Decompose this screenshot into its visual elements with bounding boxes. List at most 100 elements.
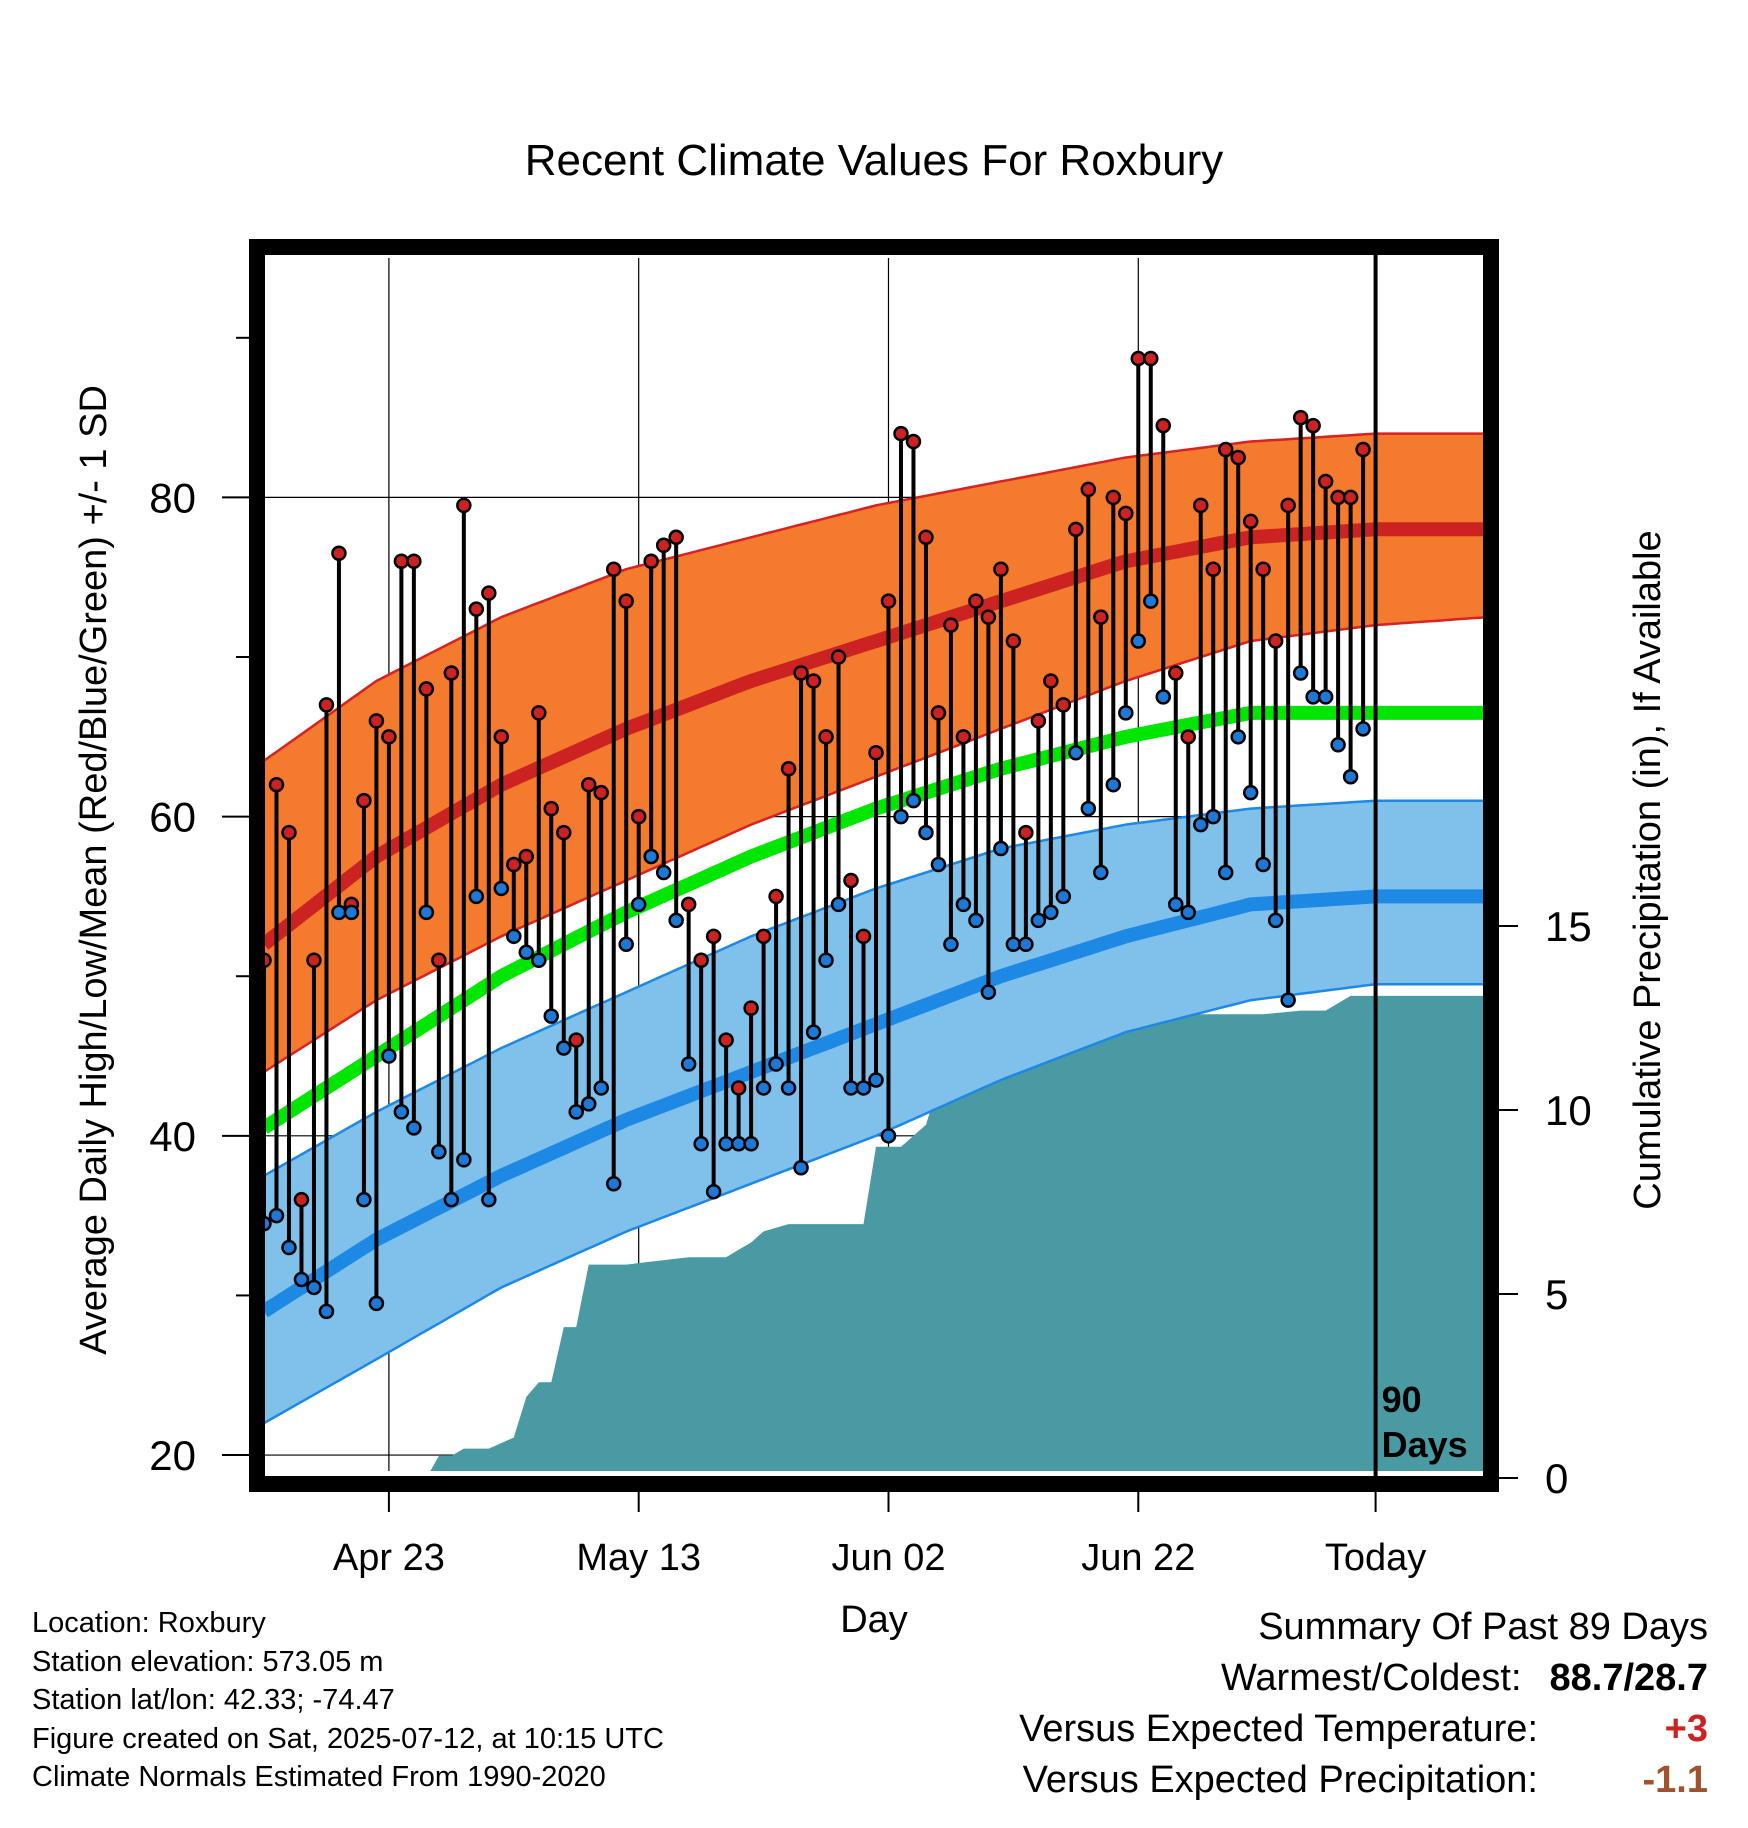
daily-high-point (393, 553, 410, 569)
day-entry (368, 713, 385, 1312)
daily-low-point (1080, 800, 1097, 817)
day-entry (281, 824, 297, 1256)
day-entry (1280, 497, 1296, 1008)
day-entry (1155, 417, 1172, 705)
daily-low-point (1130, 633, 1147, 649)
daily-high-point (893, 425, 909, 442)
daily-low-point (780, 1080, 797, 1096)
day-entry (680, 896, 697, 1072)
day-entry (293, 1191, 310, 1288)
temp-label: Versus Expected Temperature: (1019, 1708, 1538, 1750)
low-sd-band (264, 800, 1488, 1424)
daily-low-point (705, 1183, 722, 1200)
day-entry (655, 537, 672, 881)
day-entry (1230, 449, 1246, 745)
daily-values (256, 350, 1371, 1320)
latlon-text: Station lat/lon: 42.33; -74.47 (32, 1684, 395, 1716)
daily-low-point (1093, 864, 1109, 881)
daily-high-point (1330, 489, 1346, 506)
day-entry (306, 952, 322, 1296)
daily-low-point (1055, 888, 1072, 905)
day-entry (743, 1000, 759, 1152)
daily-low-point (693, 1136, 709, 1152)
precip-label: Versus Expected Precipitation: (1022, 1759, 1538, 1801)
daily-high-point (556, 824, 572, 841)
day-entry (1342, 489, 1359, 785)
daily-low-point (943, 936, 959, 953)
daily-low-point (605, 1175, 622, 1192)
daily-low-point (805, 1024, 822, 1040)
daily-high-point (730, 1080, 747, 1096)
daily-high-point (718, 1032, 734, 1048)
y-tick-label: 80 (149, 474, 196, 521)
y2-tick-label: 0 (1545, 1455, 1568, 1502)
day-entry (443, 665, 460, 1208)
daily-high-point (1093, 609, 1109, 625)
daily-low-point (418, 904, 435, 921)
x-tick-label: Jun 02 (831, 1537, 945, 1579)
day-entry (818, 729, 834, 969)
day-entry (506, 856, 522, 945)
daily-low-point (1242, 784, 1259, 801)
high-upper-line (264, 432, 1488, 762)
day-entry (1267, 633, 1284, 929)
x-tick-label: Today (1325, 1537, 1426, 1579)
daily-high-point (531, 705, 547, 721)
daily-low-point (1230, 729, 1246, 745)
daily-low-point (918, 824, 934, 841)
location-text: Location: Roxbury (32, 1607, 266, 1639)
y2-axis-label: Cumulative Precipitation (in), If Availa… (1627, 530, 1669, 1209)
daily-low-point (1118, 705, 1134, 721)
daily-high-point (1230, 449, 1246, 466)
x-axis: Apr 23 May 13 Jun 02 Jun 22 Today (333, 1492, 1426, 1579)
today-marker-label: 90 Days (1382, 1379, 1468, 1465)
daily-high-point (743, 1000, 759, 1016)
daily-low-point (393, 1104, 410, 1120)
day-entry (1168, 665, 1184, 913)
daily-low-point (630, 896, 647, 913)
day-entry (643, 553, 659, 865)
day-entry (1205, 561, 1221, 825)
daily-low-point (1143, 593, 1159, 609)
daily-low-point (1105, 776, 1122, 793)
daily-high-point (968, 593, 984, 609)
daily-low-point (768, 1056, 784, 1072)
daily-high-point (768, 888, 784, 905)
day-entry (730, 1080, 747, 1152)
daily-high-point (580, 776, 597, 793)
day-entry (343, 896, 360, 921)
day-entry (1130, 350, 1147, 649)
daily-low-point (481, 1191, 497, 1208)
day-entry (468, 601, 485, 905)
daily-low-point (368, 1295, 385, 1312)
day-entry (418, 681, 435, 921)
day-entry (1217, 441, 1234, 881)
daily-high-point (331, 545, 347, 562)
day-entry (755, 928, 772, 1096)
day-entry (805, 673, 822, 1040)
day-entry (605, 561, 622, 1192)
daily-low-point (730, 1136, 747, 1152)
daily-low-point (868, 1072, 884, 1088)
day-entry (843, 872, 859, 1096)
day-entry (930, 705, 947, 873)
daily-low-point (293, 1271, 310, 1288)
day-entry (893, 425, 909, 825)
daily-low-point (281, 1239, 297, 1256)
day-entry (1018, 824, 1034, 953)
day-entry (1043, 673, 1059, 921)
daily-low-point (268, 1207, 285, 1224)
daily-high-point (680, 896, 697, 913)
day-entry (1180, 729, 1196, 921)
daily-low-point (1342, 768, 1359, 785)
day-entry (918, 529, 934, 841)
warm-cold-label: Warmest/Coldest: (1220, 1657, 1522, 1699)
precip-value: -1.1 (1642, 1759, 1708, 1801)
daily-low-point (968, 912, 984, 929)
daily-high-point (1080, 481, 1097, 498)
daily-low-point (556, 1040, 572, 1056)
daily-high-point (1105, 489, 1122, 506)
daily-high-point (481, 585, 497, 601)
day-entry (481, 585, 497, 1208)
